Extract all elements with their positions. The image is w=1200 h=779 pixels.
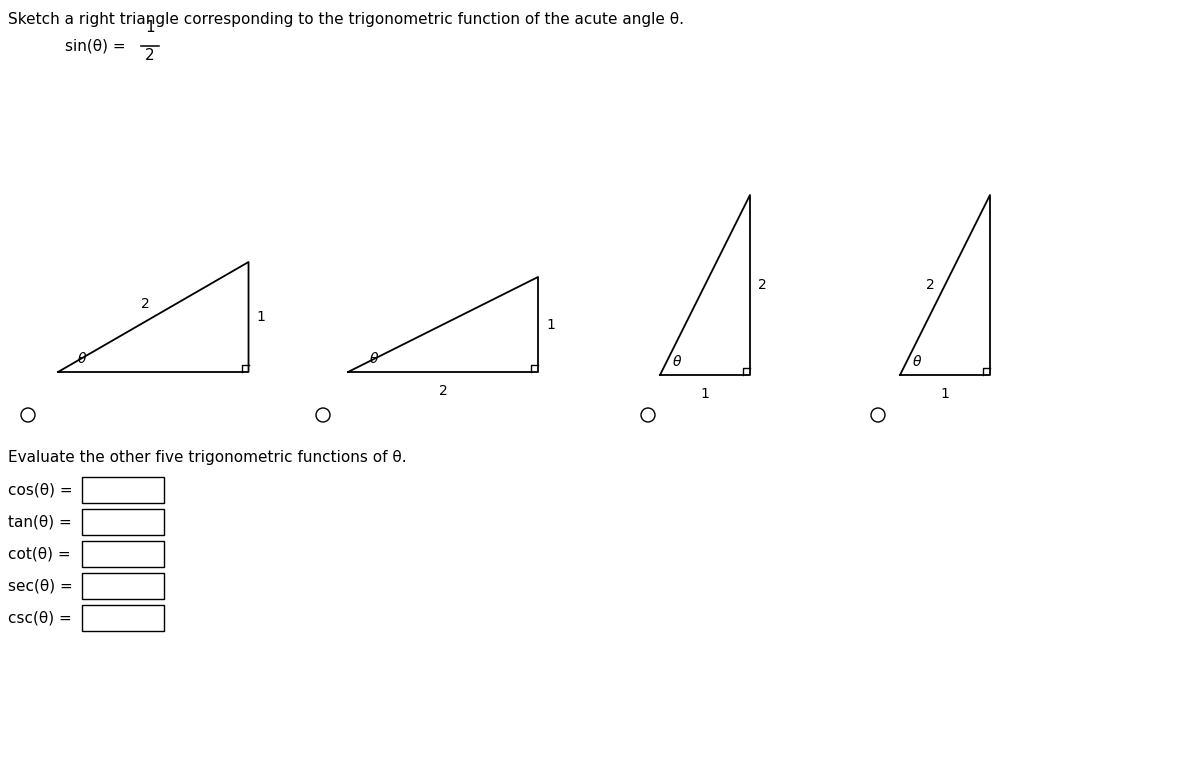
Text: 1: 1 (546, 318, 554, 332)
Text: 2: 2 (145, 48, 155, 63)
Text: 1: 1 (145, 20, 155, 35)
Text: 1: 1 (701, 387, 709, 401)
Text: csc(θ) =: csc(θ) = (8, 611, 72, 626)
Text: 2: 2 (926, 278, 935, 292)
Text: sec(θ) =: sec(θ) = (8, 579, 73, 594)
Bar (82, 509, 164, 535)
Text: θ: θ (78, 352, 86, 366)
Text: θ: θ (370, 352, 378, 366)
Text: 2: 2 (758, 278, 767, 292)
Bar (82, 573, 164, 599)
Text: 2: 2 (439, 384, 448, 398)
Text: cos(θ) =: cos(θ) = (8, 482, 73, 498)
Bar (82, 477, 164, 503)
Text: cot(θ) =: cot(θ) = (8, 547, 71, 562)
Bar (82, 541, 164, 567)
Text: tan(θ) =: tan(θ) = (8, 514, 72, 530)
Bar (82, 605, 164, 631)
Text: θ: θ (673, 355, 682, 369)
Text: Evaluate the other five trigonometric functions of θ.: Evaluate the other five trigonometric fu… (8, 450, 407, 465)
Text: 1: 1 (941, 387, 949, 401)
Text: 2: 2 (140, 297, 150, 311)
Text: sin(θ) =: sin(θ) = (65, 38, 131, 53)
Text: Sketch a right triangle corresponding to the trigonometric function of the acute: Sketch a right triangle corresponding to… (8, 12, 684, 27)
Text: 1: 1 (257, 310, 265, 324)
Text: θ: θ (913, 355, 922, 369)
